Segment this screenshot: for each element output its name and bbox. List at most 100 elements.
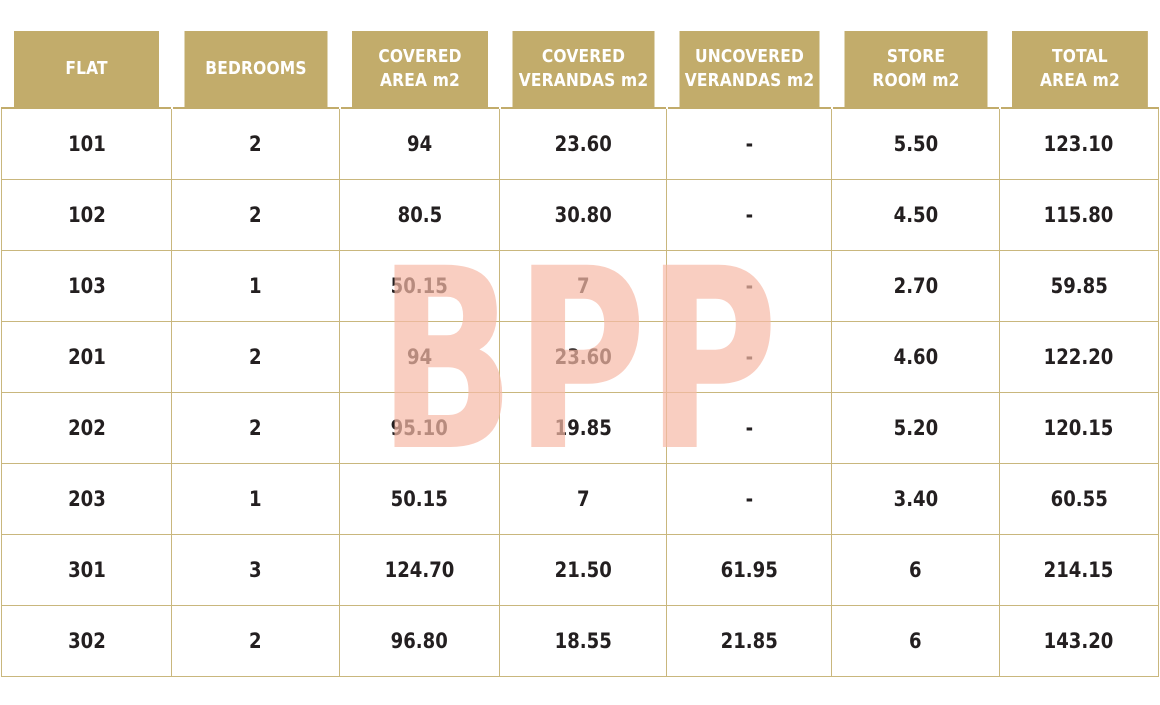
header-cell: COVERED VERANDAS m2	[510, 31, 656, 108]
table-cell: 101	[1, 107, 172, 180]
table-cell: 2	[171, 605, 340, 677]
header-label: BEDROOMS	[204, 58, 307, 79]
table-cell: 214.15	[999, 534, 1159, 606]
table-cell: 201	[1, 321, 172, 393]
cell-value: 2	[249, 132, 262, 156]
cell-value: -	[745, 487, 753, 511]
cell-value: 2	[249, 416, 262, 440]
cell-value: 4.60	[893, 345, 938, 369]
cell-value: 2	[249, 203, 262, 227]
cell-value: 203	[67, 487, 106, 511]
table-cell: 2	[171, 179, 340, 251]
cell-value: 2	[249, 345, 262, 369]
table-cell: 7	[499, 250, 667, 322]
area-table-container: FLAT BEDROOMS COVERED AREA m2 COVERED VERANDA…	[1, 31, 1159, 677]
table-cell: 61.95	[666, 534, 832, 606]
cell-value: 50.15	[390, 274, 449, 298]
table-cell: 30.80	[499, 179, 667, 251]
table-cell: 302	[1, 605, 172, 677]
table-cell: -	[666, 250, 832, 322]
cell-value: 120.15	[1044, 416, 1114, 440]
cell-value: 122.20	[1044, 345, 1114, 369]
table-body: 101 2 94 23.60 - 5.50 123.10 102 2 80.5 30.80 - 4.50…	[1, 107, 1159, 677]
cell-value: 143.20	[1044, 629, 1114, 653]
cell-value: 96.80	[390, 629, 449, 653]
cell-value: 7	[576, 487, 590, 511]
cell-value: 50.15	[390, 487, 449, 511]
cell-value: 2	[249, 629, 262, 653]
table-cell: 60.55	[999, 463, 1159, 535]
table-cell: 115.80	[999, 179, 1159, 251]
table-row: 301 3 124.70 21.50 61.95 6 214.15	[1, 534, 1159, 606]
cell-value: 18.55	[554, 629, 612, 653]
header-label: AREA m2	[379, 70, 460, 91]
cell-value: 124.70	[384, 558, 455, 582]
table-cell: 50.15	[339, 250, 500, 322]
table-cell: 5.50	[831, 107, 1000, 180]
table-cell: 2	[171, 392, 340, 464]
header-cell: TOTAL AREA m2	[1009, 31, 1148, 108]
table-cell: 1	[171, 250, 340, 322]
cell-value: 123.10	[1044, 132, 1114, 156]
table-header: FLAT BEDROOMS COVERED AREA m2 COVERED VERANDA…	[1, 31, 1159, 108]
header-cell: STORE ROOM m2	[842, 31, 989, 108]
cell-value: 23.60	[554, 345, 612, 369]
cell-value: -	[745, 203, 753, 227]
cell-value: 4.50	[893, 203, 938, 227]
table-cell: 122.20	[999, 321, 1159, 393]
cell-value: 6	[909, 558, 922, 582]
table-cell: 123.10	[999, 107, 1159, 180]
table-cell: 4.60	[831, 321, 1000, 393]
table-cell: 3.40	[831, 463, 1000, 535]
cell-value: 95.10	[390, 416, 449, 440]
table-cell: 1	[171, 463, 340, 535]
table-cell: 102	[1, 179, 172, 251]
cell-value: -	[745, 416, 753, 440]
table-cell: 80.5	[339, 179, 500, 251]
header-cell: FLAT	[13, 31, 161, 108]
table-cell: 23.60	[499, 321, 667, 393]
table-cell: 95.10	[339, 392, 500, 464]
table-cell: 6	[831, 534, 1000, 606]
table-cell: 94	[339, 321, 500, 393]
cell-value: -	[745, 345, 753, 369]
table-row: 201 2 94 23.60 - 4.60 122.20	[1, 321, 1159, 393]
table-row: 101 2 94 23.60 - 5.50 123.10	[1, 107, 1159, 180]
cell-value: 94	[406, 132, 433, 156]
cell-value: 202	[67, 416, 106, 440]
header-label: VERANDAS m2	[518, 70, 648, 91]
cell-value: 3	[249, 558, 262, 582]
cell-value: 5.20	[893, 416, 938, 440]
table-cell: 2.70	[831, 250, 1000, 322]
header-cell: UNCOVERED VERANDAS m2	[677, 31, 821, 108]
table-cell: 6	[831, 605, 1000, 677]
table-cell: -	[666, 321, 832, 393]
table-row: 302 2 96.80 18.55 21.85 6 143.20	[1, 605, 1159, 677]
table-cell: 50.15	[339, 463, 500, 535]
table-cell: 23.60	[499, 107, 667, 180]
table-cell: 21.50	[499, 534, 667, 606]
cell-value: 103	[67, 274, 106, 298]
table-cell: 103	[1, 250, 172, 322]
header-label: VERANDAS m2	[684, 70, 814, 91]
table-row: 103 1 50.15 7 - 2.70 59.85	[1, 250, 1159, 322]
table-cell: -	[666, 463, 832, 535]
cell-value: 115.80	[1044, 203, 1114, 227]
cell-value: 59.85	[1050, 274, 1108, 298]
cell-value: 19.85	[554, 416, 612, 440]
table-cell: 19.85	[499, 392, 667, 464]
header-label: UNCOVERED	[694, 46, 804, 67]
cell-value: 214.15	[1044, 558, 1114, 582]
cell-value: 21.50	[554, 558, 612, 582]
cell-value: 2.70	[893, 274, 938, 298]
table-cell: 5.20	[831, 392, 1000, 464]
header-label: COVERED	[541, 46, 625, 67]
cell-value: 30.80	[554, 203, 612, 227]
table-row: 102 2 80.5 30.80 - 4.50 115.80	[1, 179, 1159, 251]
cell-value: 3.40	[893, 487, 938, 511]
table-cell: 203	[1, 463, 172, 535]
cell-value: -	[745, 132, 753, 156]
table-row: 203 1 50.15 7 - 3.40 60.55	[1, 463, 1159, 535]
cell-value: 23.60	[554, 132, 612, 156]
cell-value: 201	[67, 345, 106, 369]
